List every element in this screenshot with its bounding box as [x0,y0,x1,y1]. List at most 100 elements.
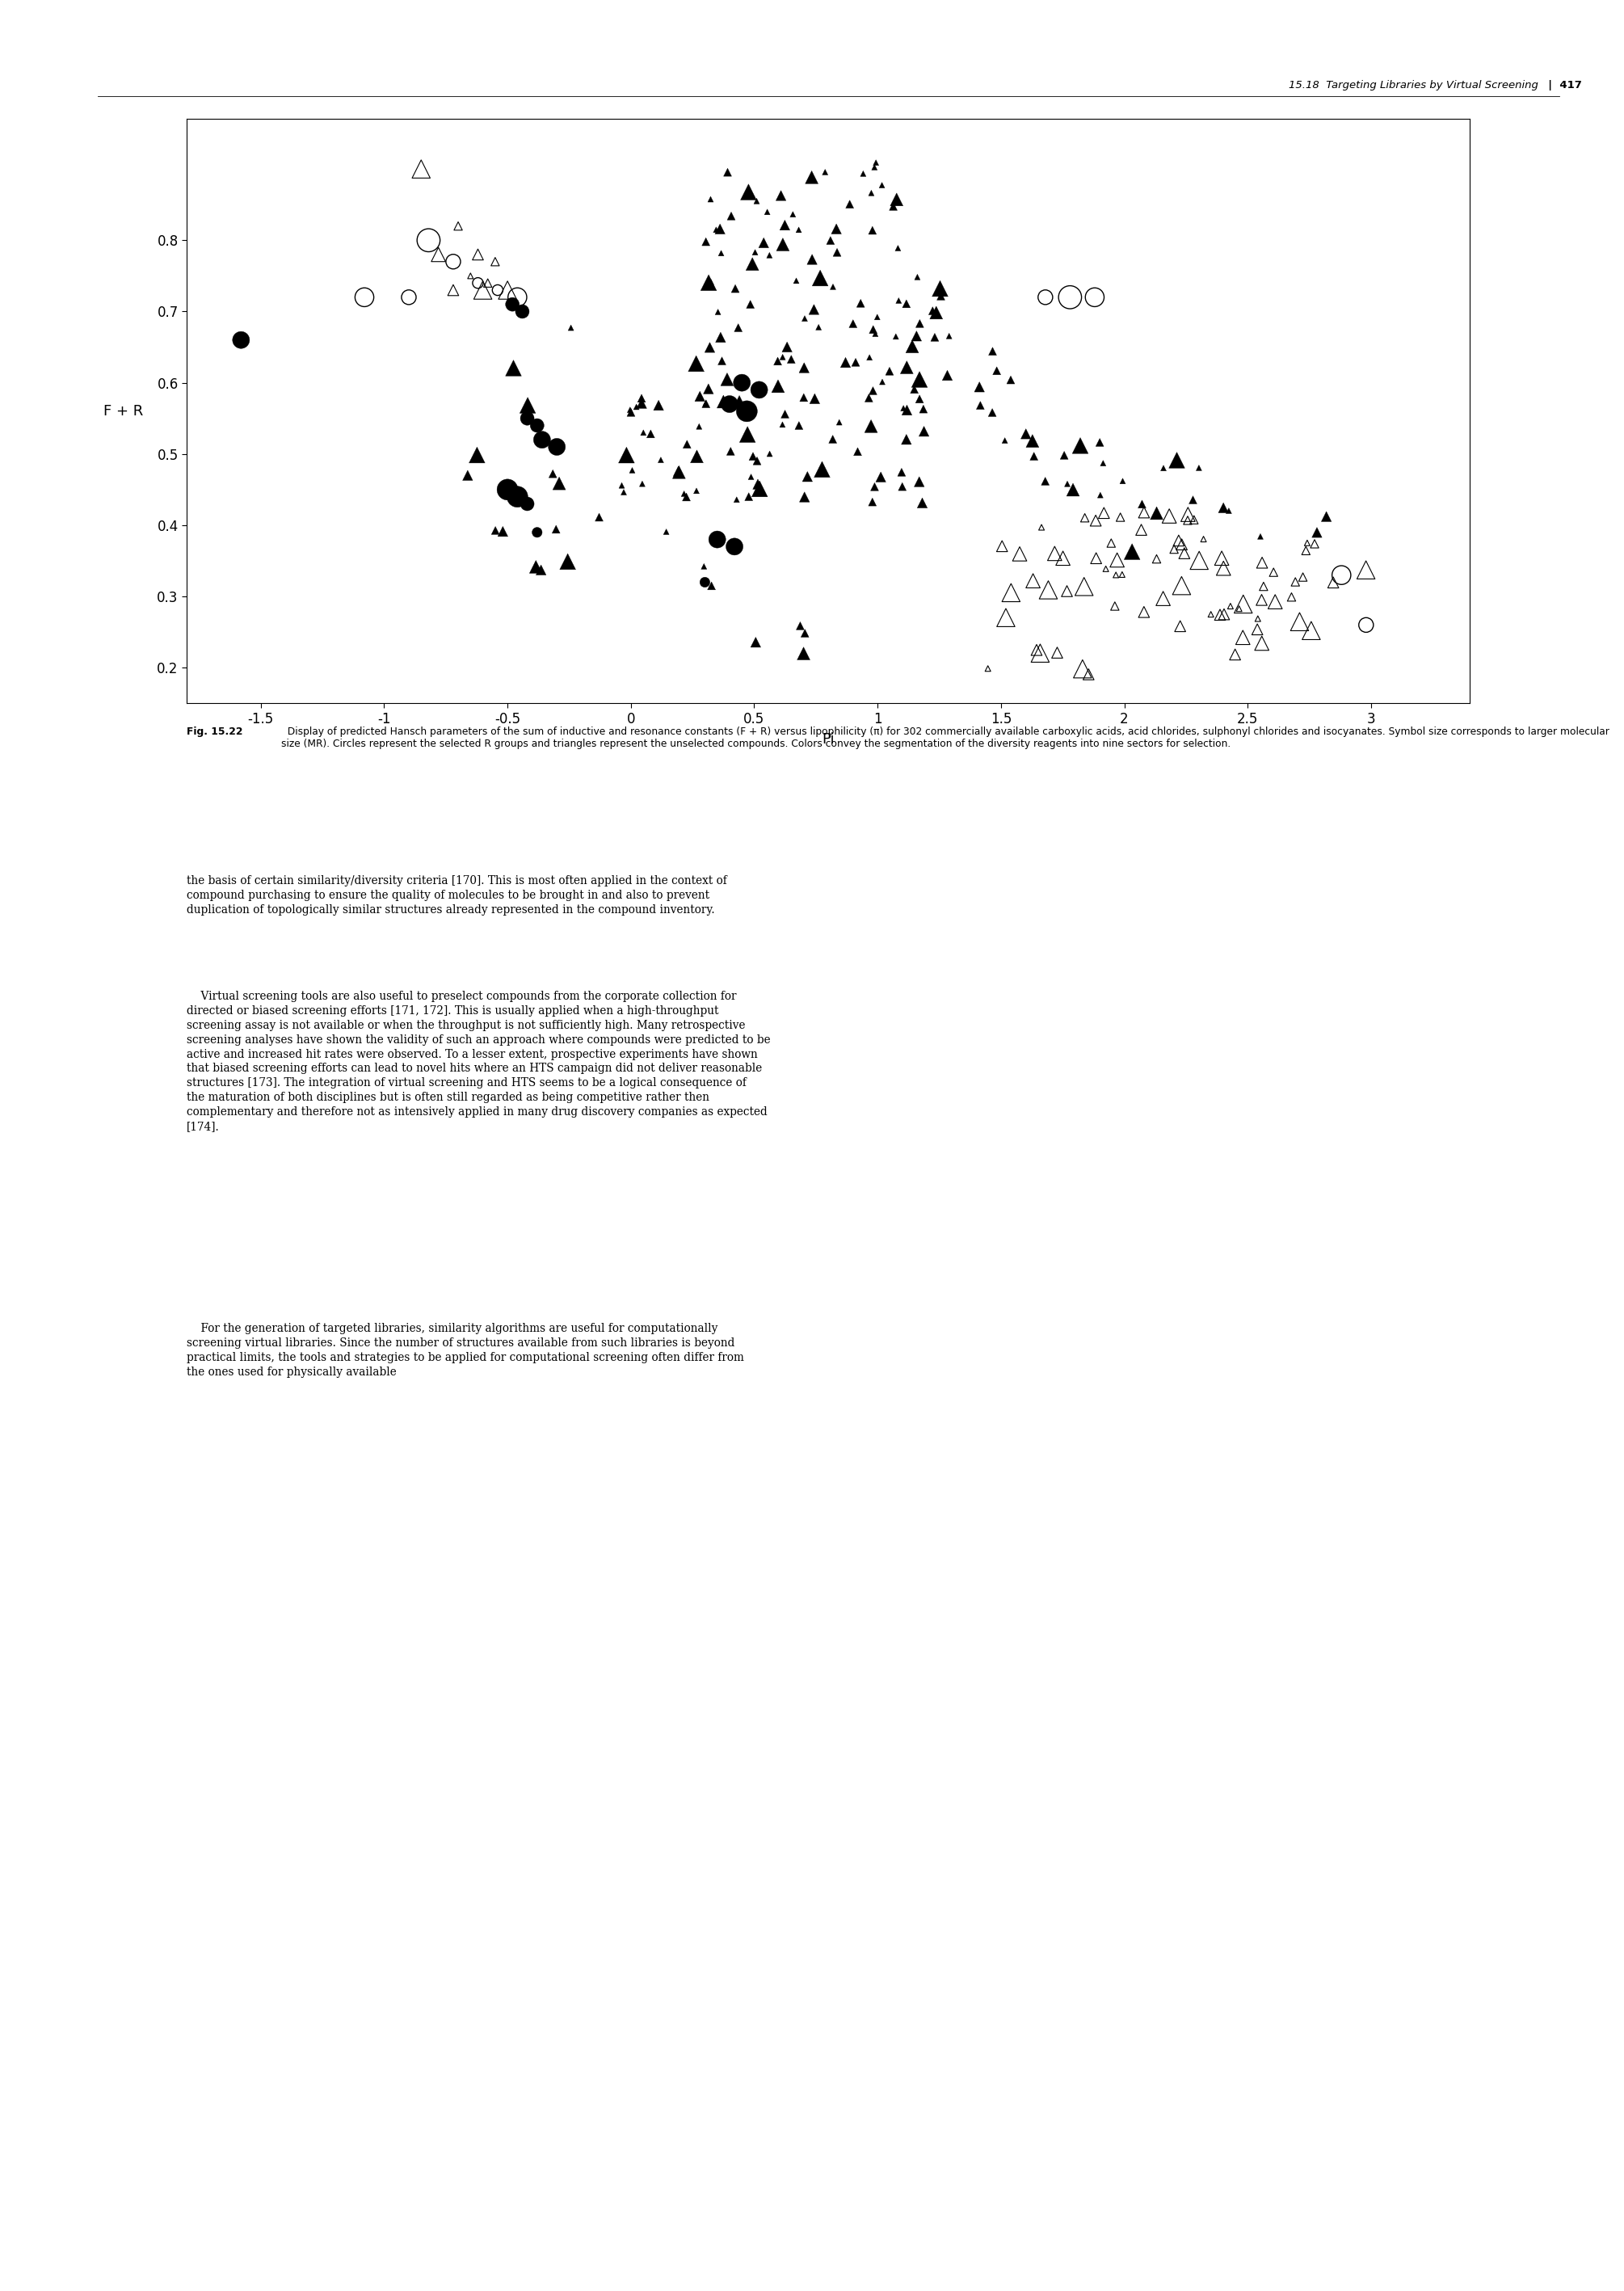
Point [1190,520,1216,557]
Point [859,213,885,250]
Point [791,351,817,387]
Point [484,273,510,309]
Point [718,433,744,470]
Point [542,511,568,548]
Point [1098,525,1124,561]
Point [927,277,953,314]
Point [893,286,919,323]
Point [911,392,937,428]
Point [861,312,887,348]
Point [861,373,887,410]
Point [793,614,818,651]
Point [1169,568,1195,605]
Point [906,463,932,499]
Point [1249,545,1275,582]
Point [1021,438,1047,474]
Point [653,513,679,550]
Point [619,394,645,431]
Point [708,236,734,273]
Point [351,280,377,316]
Point [867,458,893,495]
Point [705,520,731,557]
Point [883,318,909,355]
Point [880,188,906,225]
Point [775,328,801,364]
Point [611,474,637,511]
Point [823,211,849,247]
Point [885,229,911,266]
Point [1249,625,1275,662]
Point [710,383,736,419]
Point [893,348,919,385]
Point [812,153,838,190]
Point [893,422,919,458]
Point [1216,493,1242,529]
Point [869,167,895,204]
Point [500,351,526,387]
Point [742,623,768,660]
Point [807,259,833,296]
Point [745,465,771,502]
Point [820,268,846,305]
Point [999,575,1025,612]
Point [1328,557,1354,593]
Point [1054,465,1080,502]
Point [690,548,716,584]
Point [1033,463,1059,499]
Point [698,568,724,605]
Point [630,415,656,451]
Point [757,435,783,472]
Point [786,408,812,444]
Point [1294,525,1320,561]
Point [844,433,870,470]
Point [1070,651,1096,687]
Point [710,344,736,380]
Point [1171,534,1197,570]
Y-axis label: F + R: F + R [104,403,143,419]
Point [791,380,817,417]
Point [984,353,1010,389]
Point [1060,472,1086,509]
Point [1169,527,1195,564]
Point [765,369,791,406]
Point [1109,557,1135,593]
Point [1051,541,1077,577]
Point [693,225,719,261]
Point [1301,525,1327,561]
Point [786,211,812,247]
Point [1091,495,1117,532]
Point [922,293,948,330]
Point [687,378,713,415]
Point [528,552,554,589]
Point [861,373,887,410]
Point [544,428,570,465]
Point [628,385,654,422]
Point [791,479,817,515]
Point [715,153,741,190]
Point [1210,490,1236,527]
Point [1054,573,1080,609]
Point [745,371,771,408]
Point [1283,564,1309,600]
Point [685,408,711,444]
Point [684,438,710,474]
Point [1164,442,1190,479]
Point [1075,655,1101,692]
Point [1226,591,1252,628]
Point [1161,532,1187,568]
Point [974,651,1000,687]
Point [1174,502,1200,538]
Point [979,332,1005,369]
Point [919,293,945,330]
Point [1036,570,1062,607]
Point [802,380,828,417]
Point [440,273,466,309]
Point [495,273,521,309]
Point [1247,518,1273,554]
Point [490,513,516,550]
Point [648,442,674,479]
Point [1286,603,1312,639]
Point [734,394,760,431]
Point [445,208,471,245]
Point [765,344,791,380]
